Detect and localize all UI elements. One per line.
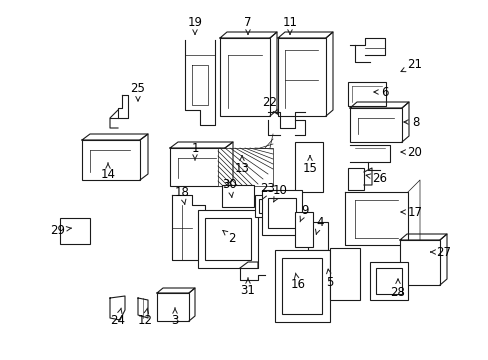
Text: 28: 28 (390, 279, 405, 298)
Text: 20: 20 (400, 145, 422, 158)
Text: 21: 21 (400, 58, 422, 72)
Bar (222, 185, 253, 207)
Bar (198, 210, 258, 268)
Text: 4: 4 (315, 216, 323, 234)
Bar (369, 262, 407, 300)
Bar (349, 108, 401, 142)
Text: 7: 7 (244, 15, 251, 34)
Text: 6: 6 (373, 85, 388, 99)
Text: 10: 10 (272, 184, 287, 202)
Text: 18: 18 (174, 185, 189, 204)
Bar (204, 218, 250, 260)
Bar (220, 38, 269, 116)
Bar (282, 258, 321, 314)
Bar (170, 148, 224, 186)
Text: 29: 29 (50, 224, 71, 237)
Text: 13: 13 (234, 156, 249, 175)
Text: 26: 26 (366, 171, 386, 184)
Bar (254, 195, 285, 217)
Text: 12: 12 (137, 308, 152, 327)
Text: 8: 8 (403, 116, 419, 129)
Bar (262, 190, 302, 235)
Bar (347, 82, 385, 106)
Text: 19: 19 (187, 15, 202, 34)
Text: 31: 31 (240, 278, 255, 297)
Text: 14: 14 (101, 163, 115, 181)
Bar (329, 248, 359, 300)
Bar (60, 218, 90, 244)
Text: 1: 1 (191, 141, 198, 160)
Bar (157, 293, 189, 321)
Bar (82, 140, 140, 180)
Text: 3: 3 (171, 308, 178, 327)
Text: 30: 30 (222, 179, 237, 197)
Bar (375, 268, 401, 294)
Bar (278, 38, 325, 116)
Text: 17: 17 (400, 206, 422, 219)
Text: 22: 22 (262, 95, 277, 114)
Text: 5: 5 (325, 269, 333, 288)
Text: 2: 2 (223, 230, 235, 244)
Bar (294, 212, 312, 247)
Text: 24: 24 (110, 308, 125, 327)
Text: 11: 11 (282, 15, 297, 34)
Bar (274, 250, 329, 322)
Bar (399, 240, 439, 285)
Bar (347, 168, 363, 190)
Text: 16: 16 (290, 273, 305, 292)
Bar (259, 199, 281, 213)
Bar (267, 198, 295, 228)
Text: 27: 27 (430, 246, 450, 258)
Bar (218, 148, 272, 186)
Text: 9: 9 (300, 203, 308, 222)
Text: 25: 25 (130, 81, 145, 101)
Bar (294, 142, 323, 192)
Text: 23: 23 (260, 181, 275, 200)
Bar (307, 222, 327, 250)
Text: 15: 15 (302, 156, 317, 175)
